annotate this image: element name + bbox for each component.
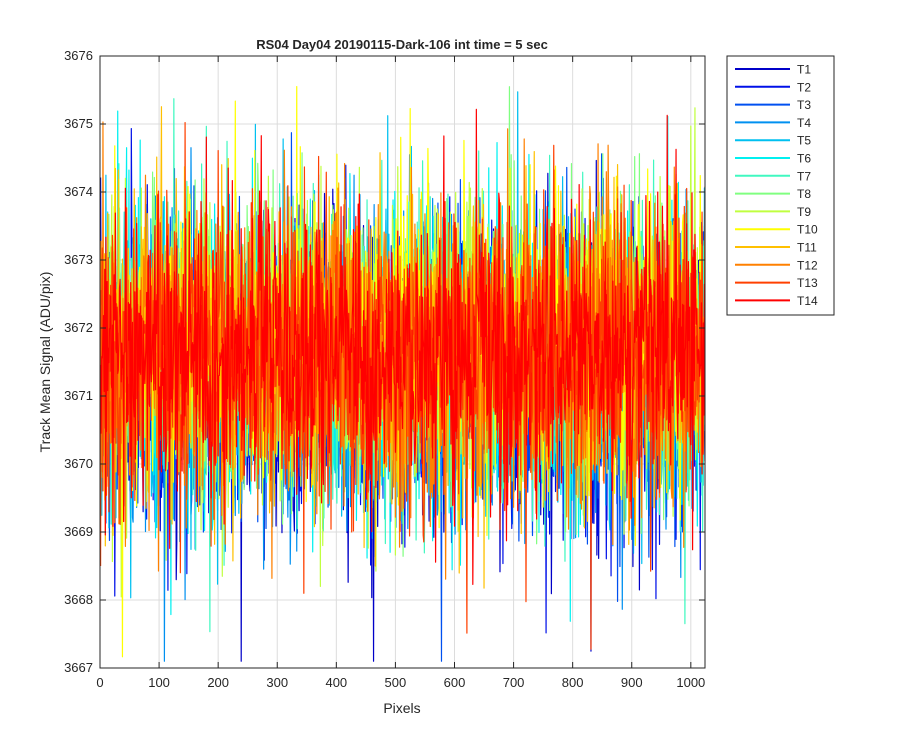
y-tick-label: 3676 (64, 48, 93, 63)
legend-label-t9: T9 (797, 205, 811, 219)
x-tick-label: 300 (266, 675, 288, 690)
legend: T1 T2 T3 T4 T5 T6 T7 T8 T9 T10 T11 T12 T13 T14 (726, 55, 835, 316)
x-tick-label: 900 (621, 675, 643, 690)
legend-label-t4: T4 (797, 116, 811, 130)
legend-label-t6: T6 (797, 152, 811, 166)
legend-label-t1: T1 (797, 63, 811, 77)
x-tick-label: 200 (207, 675, 229, 690)
y-tick-label: 3670 (64, 456, 93, 471)
legend-label-t13: T13 (797, 276, 818, 290)
x-axis-label: Pixels (383, 700, 420, 716)
y-axis: 3667 3668 3669 3670 3671 3672 3673 3674 3675 3676 (64, 48, 705, 675)
legend-label-t7: T7 (797, 169, 811, 183)
y-tick-label: 3671 (64, 388, 93, 403)
x-tick-label: 400 (325, 675, 347, 690)
legend-label-t2: T2 (797, 80, 811, 94)
legend-label-t3: T3 (797, 98, 811, 112)
legend-label-t8: T8 (797, 187, 811, 201)
legend-label-t14: T14 (797, 294, 818, 308)
plot-axes-box (99, 55, 706, 669)
chart-title: RS04 Day04 20190115-Dark-106 int time = … (256, 37, 548, 52)
x-tick-label: 100 (148, 675, 170, 690)
y-axis-label: Track Mean Signal (ADU/pix) (37, 272, 53, 453)
plot-lines (100, 86, 705, 662)
y-tick-label: 3674 (64, 184, 93, 199)
legend-label-t12: T12 (797, 258, 818, 272)
x-tick-label: 1000 (676, 675, 705, 690)
legend-label-t10: T10 (797, 223, 818, 237)
legend-label-t5: T5 (797, 134, 811, 148)
y-tick-label: 3675 (64, 116, 93, 131)
y-tick-label: 3667 (64, 660, 93, 675)
x-axis: 0 100 200 300 400 500 600 700 800 900 1000 (96, 56, 705, 690)
x-tick-label: 800 (562, 675, 584, 690)
series-line-t14 (100, 108, 705, 585)
y-tick-label: 3668 (64, 592, 93, 607)
legend-box (726, 55, 835, 316)
y-tick-label: 3669 (64, 524, 93, 539)
x-tick-label: 600 (444, 675, 466, 690)
x-tick-label: 0 (96, 675, 103, 690)
legend-label-t11: T11 (797, 241, 817, 255)
y-tick-label: 3672 (64, 320, 93, 335)
x-tick-label: 700 (503, 675, 525, 690)
x-tick-label: 500 (385, 675, 407, 690)
y-tick-label: 3673 (64, 252, 93, 267)
